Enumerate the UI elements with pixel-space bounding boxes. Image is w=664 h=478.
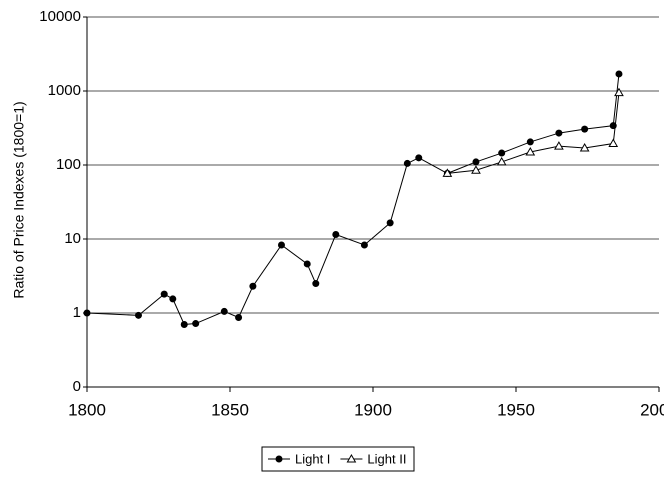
x-tick-label: 1800 xyxy=(68,400,106,419)
point xyxy=(180,320,188,328)
point xyxy=(160,290,168,298)
x-tick-label: 2000 xyxy=(640,400,664,419)
point xyxy=(220,307,228,315)
point xyxy=(386,219,394,227)
point xyxy=(169,295,177,303)
point xyxy=(472,158,480,166)
point xyxy=(498,149,506,157)
point xyxy=(235,313,243,321)
point xyxy=(581,125,589,133)
x-tick-label: 1950 xyxy=(497,400,535,419)
point xyxy=(403,159,411,167)
y-tick-label: 0 xyxy=(73,378,81,395)
point xyxy=(615,70,623,78)
point xyxy=(614,87,624,97)
point xyxy=(555,129,563,137)
y-tick-label: 10000 xyxy=(39,8,81,25)
point xyxy=(496,156,507,166)
point xyxy=(579,142,590,152)
point xyxy=(277,241,285,249)
point xyxy=(275,455,283,463)
legend-label: Light II xyxy=(367,451,406,466)
point xyxy=(303,260,311,268)
point xyxy=(83,309,91,317)
point xyxy=(312,280,320,288)
legend-label: Light I xyxy=(295,451,330,466)
point xyxy=(608,138,619,148)
point xyxy=(442,168,453,177)
point xyxy=(415,154,423,162)
point xyxy=(471,165,481,174)
point xyxy=(346,453,357,463)
y-axis-label: Ratio of Price Indexes (1800=1) xyxy=(11,101,27,298)
point xyxy=(360,241,368,249)
y-tick-label: 100 xyxy=(56,156,81,173)
point xyxy=(554,141,564,150)
point xyxy=(526,138,534,146)
series-line xyxy=(86,73,620,325)
point xyxy=(249,282,257,290)
series-line xyxy=(447,92,620,174)
y-tick-label: 1 xyxy=(73,304,81,321)
x-tick-label: 1900 xyxy=(354,400,392,419)
point xyxy=(525,146,536,156)
y-tick-label: 10 xyxy=(64,230,81,247)
x-tick-label: 1850 xyxy=(211,400,249,419)
point xyxy=(192,320,200,328)
point xyxy=(332,231,340,239)
y-tick-label: 1000 xyxy=(48,82,81,99)
point xyxy=(134,311,142,319)
